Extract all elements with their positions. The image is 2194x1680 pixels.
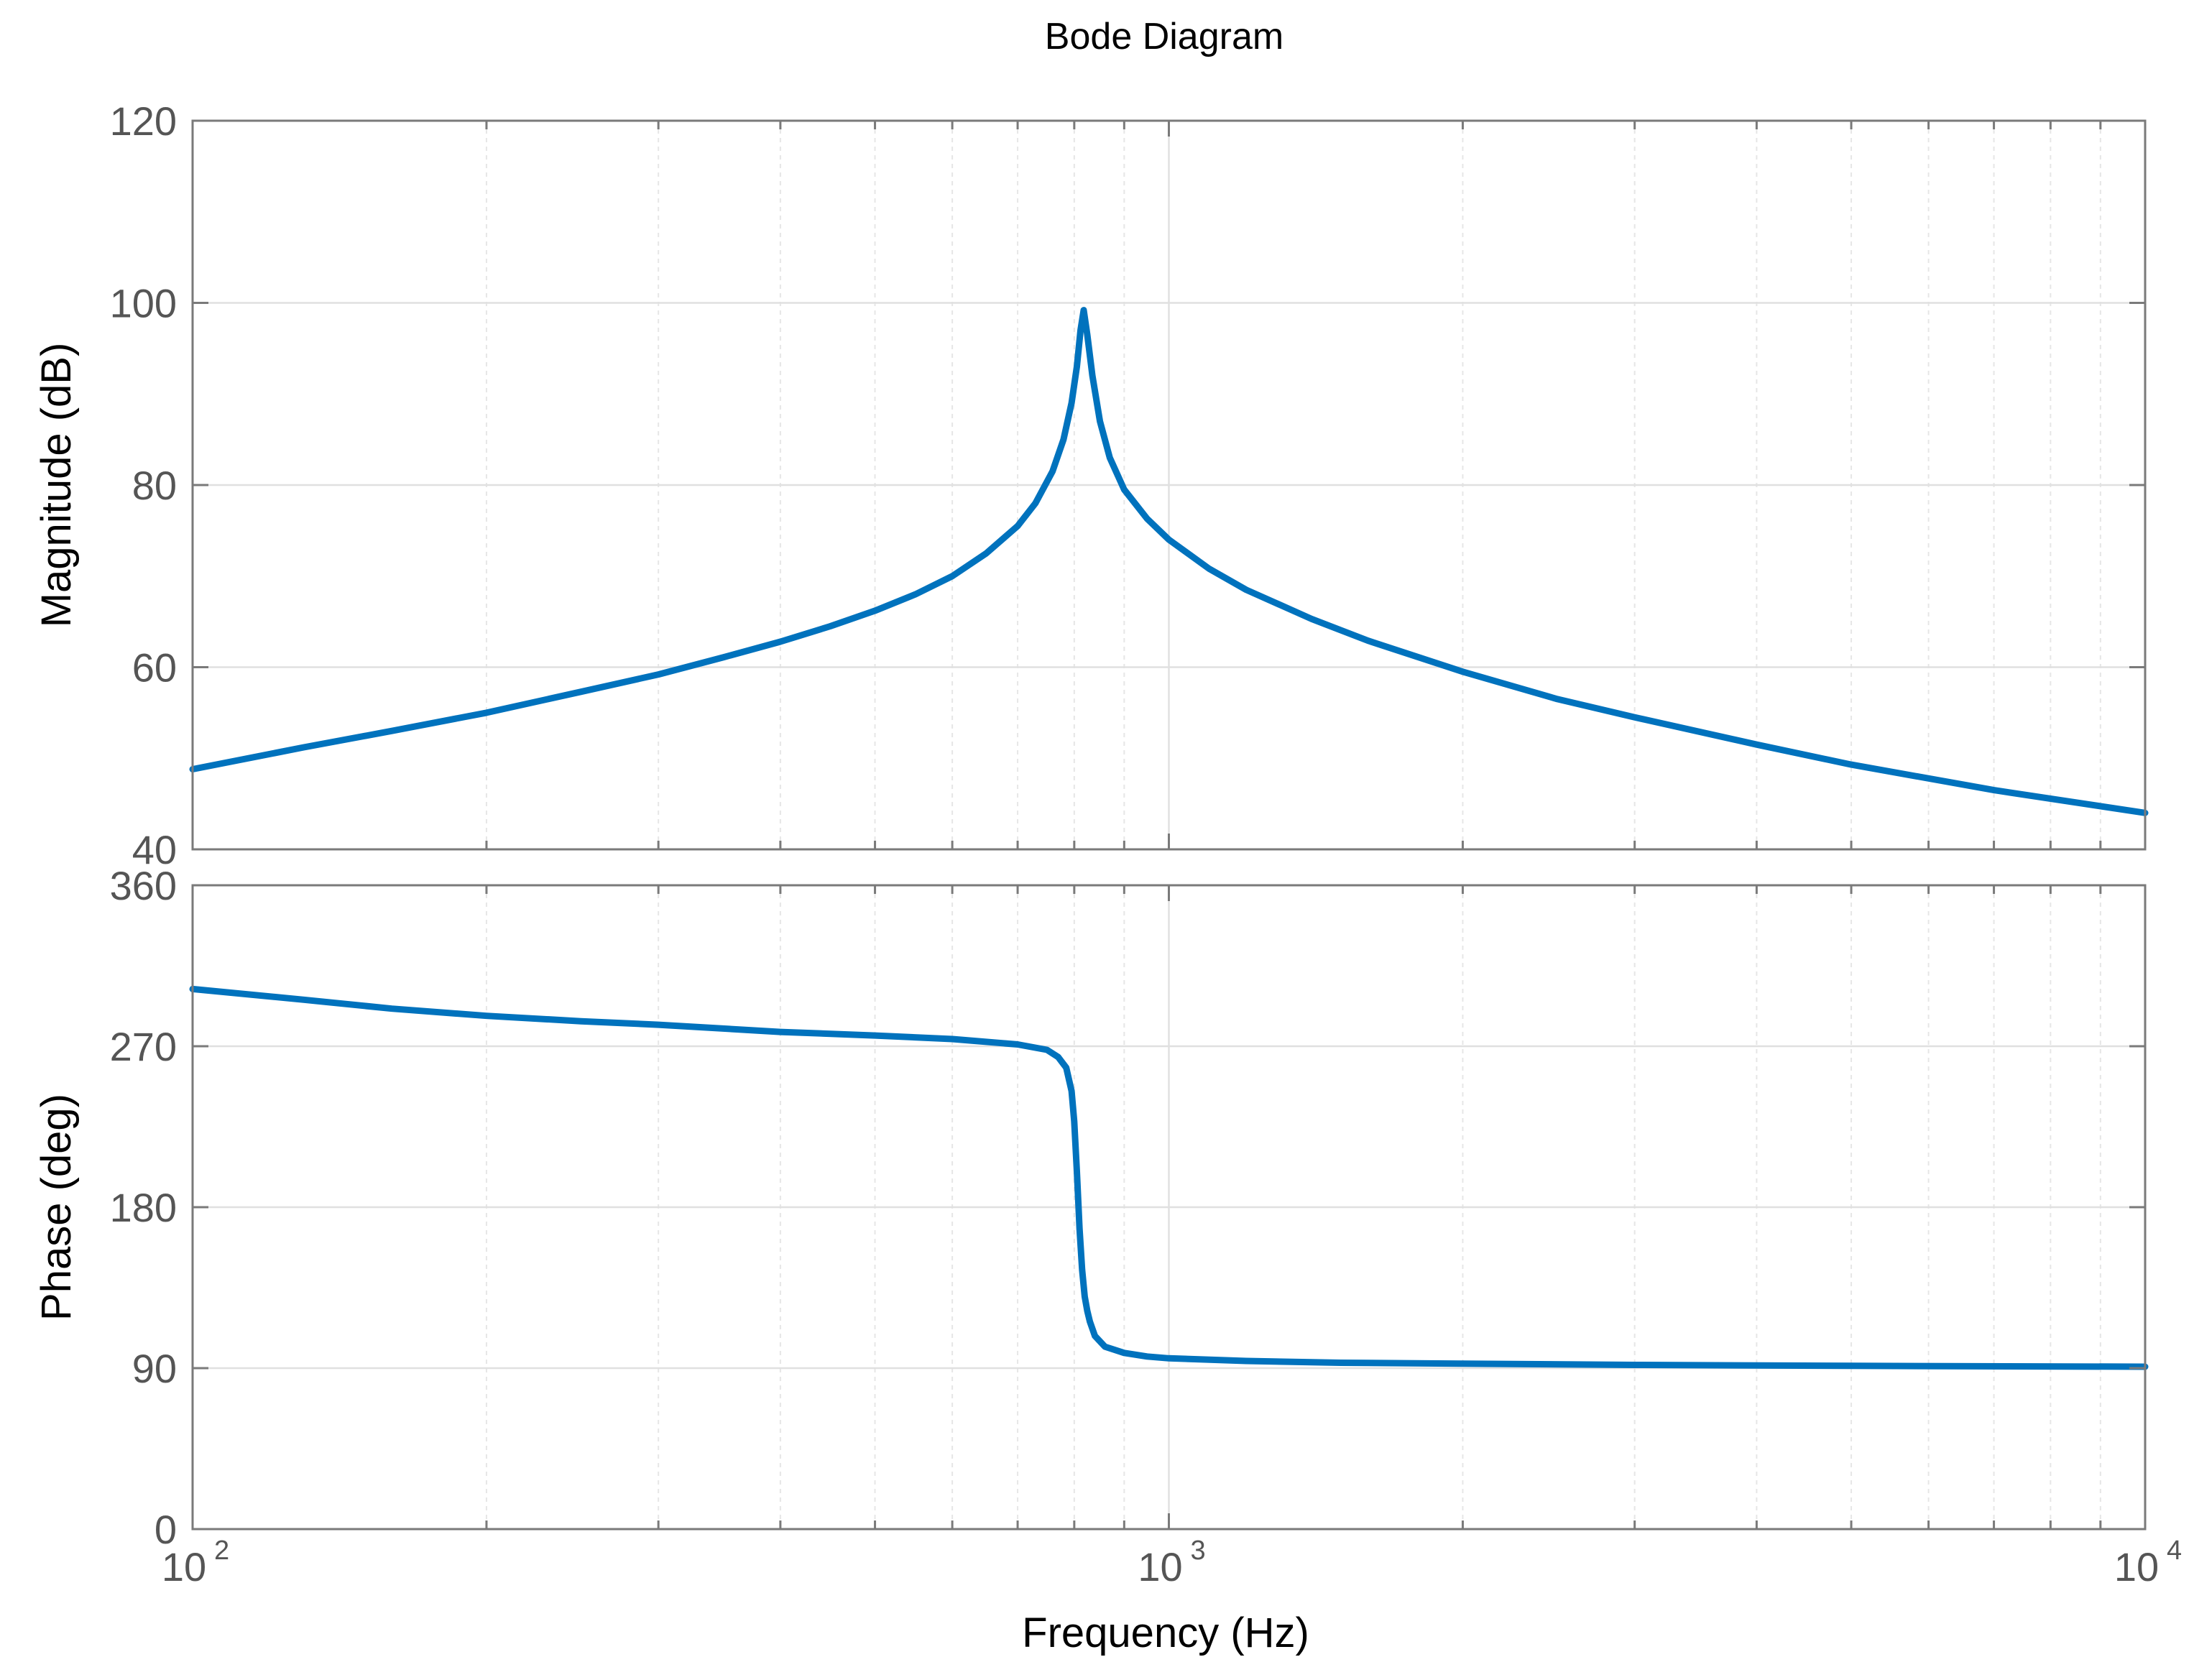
magnitude-y-tick-label: 40 bbox=[132, 827, 177, 872]
x-axis-label: Frequency (Hz) bbox=[1022, 1610, 1309, 1656]
phase-y-tick-labels: 0 90 180 270 360 bbox=[110, 863, 177, 1552]
phase-y-tick-label: 270 bbox=[110, 1024, 177, 1069]
phase-panel: 0 90 180 270 360 Phase (deg) bbox=[33, 863, 2149, 1552]
magnitude-tick-marks bbox=[193, 119, 2145, 851]
phase-y-tick-label: 90 bbox=[132, 1346, 177, 1391]
x-tick-label-base: 10 bbox=[2114, 1544, 2159, 1589]
magnitude-grid bbox=[193, 121, 2145, 849]
phase-tick-marks bbox=[193, 884, 2145, 1531]
phase-series-line bbox=[189, 985, 2149, 1370]
phase-y-axis-label: Phase (deg) bbox=[33, 1094, 80, 1321]
magnitude-y-axis-label: Magnitude (dB) bbox=[33, 343, 80, 628]
x-tick-label: 10 4 bbox=[2114, 1536, 2182, 1589]
magnitude-series-line bbox=[189, 307, 2149, 816]
phase-y-tick-label: 180 bbox=[110, 1185, 177, 1230]
magnitude-y-tick-labels: 40 60 80 100 120 bbox=[110, 98, 177, 872]
phase-y-tick-label: 360 bbox=[110, 863, 177, 908]
x-tick-label: 10 3 bbox=[1138, 1536, 1205, 1589]
x-tick-label: 10 2 bbox=[162, 1536, 229, 1589]
magnitude-y-tick-label: 60 bbox=[132, 645, 177, 691]
x-tick-label-base: 10 bbox=[1138, 1544, 1182, 1589]
phase-y-tick-label: 0 bbox=[155, 1507, 177, 1552]
x-tick-labels: 10 2 10 3 10 4 bbox=[162, 1536, 2182, 1589]
magnitude-panel: 40 60 80 100 120 Magnitude (dB) bbox=[33, 98, 2149, 872]
magnitude-y-tick-label: 120 bbox=[110, 98, 177, 144]
x-tick-label-exponent: 2 bbox=[214, 1536, 229, 1566]
x-tick-label-base: 10 bbox=[162, 1544, 206, 1589]
x-tick-label-exponent: 4 bbox=[2167, 1536, 2182, 1566]
chart-title: Bode Diagram bbox=[1045, 16, 1283, 57]
x-tick-label-exponent: 3 bbox=[1191, 1536, 1206, 1566]
magnitude-y-tick-label: 80 bbox=[132, 463, 177, 508]
magnitude-y-tick-label: 100 bbox=[110, 281, 177, 326]
